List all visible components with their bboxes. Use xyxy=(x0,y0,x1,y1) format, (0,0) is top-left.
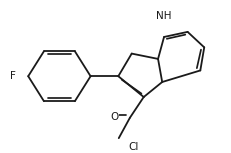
Text: O: O xyxy=(109,112,118,122)
Text: F: F xyxy=(10,71,16,81)
Text: NH: NH xyxy=(155,11,170,21)
Text: Cl: Cl xyxy=(128,142,138,152)
